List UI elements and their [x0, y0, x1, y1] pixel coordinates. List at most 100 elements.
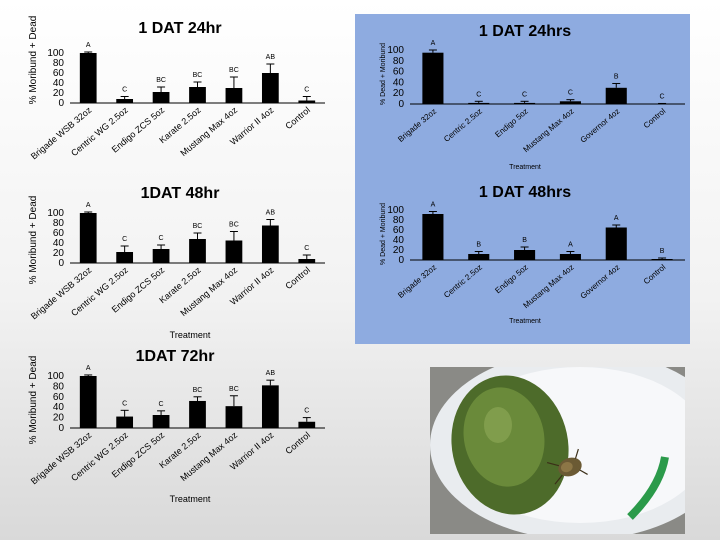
bar [225, 240, 243, 263]
bar [514, 102, 536, 104]
x-axis-label: Treatment [509, 164, 541, 171]
y-axis-label: % Moribund + Dead [28, 16, 39, 105]
y-tick-label: 0 [58, 258, 64, 269]
y-tick-label: 20 [53, 413, 65, 424]
y-tick-label: 0 [398, 255, 404, 266]
chart-title: 1 DAT 24hr [138, 20, 221, 37]
y-tick-label: 40 [53, 238, 65, 249]
x-tick-label: Brigade 32oz [396, 263, 438, 300]
y-tick-label: 80 [393, 56, 405, 67]
significance-letter: AB [266, 370, 276, 377]
significance-letter: BC [229, 222, 239, 229]
bar [298, 259, 316, 263]
significance-letter: A [614, 215, 619, 222]
x-axis-label: Treatment [170, 330, 211, 340]
x-tick-label: Control [642, 106, 668, 130]
significance-letter: C [122, 400, 127, 407]
bar [422, 214, 444, 260]
significance-letter: B [476, 242, 481, 249]
y-tick-label: 80 [53, 381, 65, 392]
bar [152, 249, 170, 263]
y-tick-label: 20 [393, 245, 405, 256]
x-axis-label: Treatment [170, 494, 211, 504]
chart-title: 1DAT 72hr [136, 348, 215, 365]
y-tick-label: 40 [53, 402, 65, 413]
y-tick-label: 100 [47, 371, 64, 382]
bar [116, 252, 134, 263]
bar [605, 87, 627, 104]
x-tick-label: Control [642, 262, 668, 286]
chart-title: 1 DAT 24hrs [479, 23, 571, 40]
significance-letter: BC [229, 386, 239, 393]
x-tick-label: Mustang Max 4oz [522, 107, 576, 154]
bar [468, 254, 490, 260]
bar [189, 87, 206, 103]
significance-letter: B [522, 237, 527, 244]
bar [559, 254, 581, 260]
bar [79, 53, 97, 103]
x-tick-label: Centric 2.5oz [442, 263, 484, 300]
x-axis-label: Treatment [509, 318, 541, 325]
y-tick-label: 40 [393, 77, 405, 88]
y-tick-label: 60 [393, 225, 405, 236]
bar [468, 102, 490, 104]
chart-title: 1 DAT 48hrs [479, 184, 571, 201]
bar [261, 73, 279, 103]
chart-1dat-72hr: 1DAT 72hr% Moribund + Dead 100806040200AB… [28, 348, 325, 504]
bar [79, 213, 97, 263]
x-tick-label: Control [283, 265, 312, 291]
bar [116, 99, 134, 103]
significance-letter: A [86, 202, 91, 209]
y-tick-label: 60 [53, 68, 65, 79]
y-tick-label: 20 [53, 248, 65, 259]
bar [116, 416, 134, 428]
x-tick-label: Brigade WSB 32oz [29, 105, 94, 162]
significance-letter: A [568, 242, 573, 249]
bar [559, 101, 581, 104]
significance-letter: C [159, 235, 164, 242]
chart-1dat-24hrs: 1 DAT 24hrs % Dead + Moribund 100806040200… [380, 23, 685, 171]
y-tick-label: 0 [58, 423, 64, 434]
significance-letter: C [304, 245, 309, 252]
significance-letter: BC [193, 223, 203, 230]
x-tick-label: Control [283, 105, 312, 131]
y-tick-label: 80 [53, 218, 65, 229]
x-tick-label: Endigo 5oz [493, 263, 529, 296]
x-tick-label: Mustang Max 4oz [522, 263, 576, 310]
significance-letter: A [86, 42, 91, 49]
bar [605, 227, 627, 260]
significance-letter: C [522, 91, 527, 98]
x-tick-label: Control [283, 430, 312, 456]
bar [422, 52, 444, 104]
y-tick-label: 100 [387, 205, 404, 216]
x-tick-label: Brigade 32oz [396, 107, 438, 144]
y-tick-label: 60 [53, 228, 65, 239]
bar [225, 406, 243, 428]
bar [261, 385, 279, 428]
significance-letter: C [122, 236, 127, 243]
y-axis-label: % Dead + Moribund [380, 203, 387, 265]
stink-bug-on-pod-photo [430, 367, 685, 534]
x-tick-label: Governor 4oz [579, 263, 622, 301]
y-tick-label: 40 [393, 235, 405, 246]
significance-letter: B [660, 248, 665, 255]
significance-letter: B [614, 73, 619, 80]
y-tick-label: 100 [47, 208, 64, 219]
significance-letter: BC [193, 72, 203, 79]
y-tick-label: 100 [387, 45, 404, 56]
significance-letter: BC [193, 387, 203, 394]
significance-letter: AB [266, 210, 276, 217]
significance-letter: C [122, 87, 127, 94]
significance-letter: A [431, 202, 436, 209]
y-tick-label: 20 [53, 88, 65, 99]
y-axis-label: % Moribund + Dead [28, 196, 39, 285]
bar [651, 259, 673, 260]
significance-letter: C [304, 87, 309, 94]
bar [152, 415, 170, 428]
chart-1dat-48hr: 1DAT 48hr% Moribund + Dead 100806040200AB… [28, 185, 325, 340]
significance-letter: AB [266, 54, 276, 61]
y-axis-label: % Moribund + Dead [28, 356, 39, 445]
significance-letter: BC [156, 77, 166, 84]
bar [651, 104, 673, 105]
